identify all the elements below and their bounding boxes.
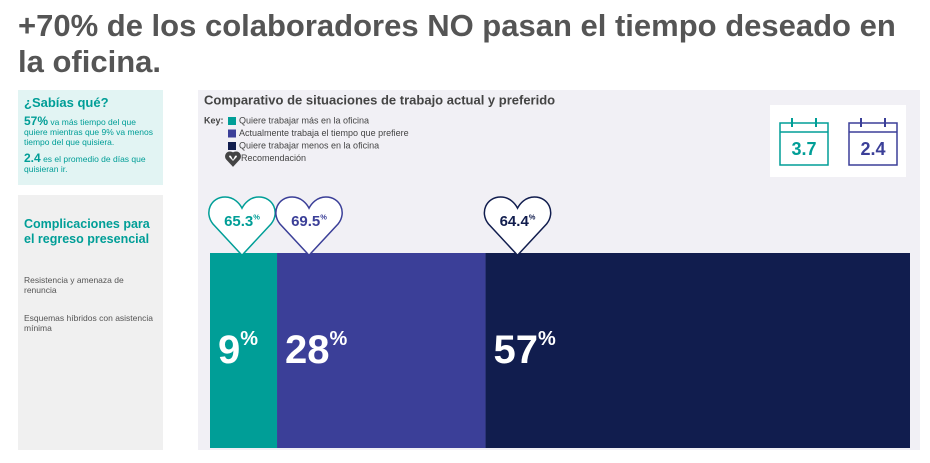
value-label: 64.4% [500,212,536,229]
legend-swatch [228,142,236,150]
key-label: Key: [204,115,224,125]
facts-title: ¿Sabías qué? [24,95,109,110]
recommendation-heart [275,196,343,257]
legend-swatch [228,129,236,138]
legend-label: Quiere trabajar menos en la oficina [239,140,379,150]
bar-segment [277,253,486,448]
value-label: 28% [285,328,348,372]
recommendation-heart [208,196,276,257]
value-label: 9% [218,328,258,372]
page-title: +70% de los colaboradores NO pasan el ti… [18,8,896,79]
calendar-value: 2.4 [860,139,885,159]
value-label: 69.5% [291,212,327,229]
legend-heart [225,151,241,167]
facts-panel: ¿Sabías qué? 57% va más tiempo del que q… [18,90,163,185]
legend-swatch [228,117,236,125]
legend-label: Recomendación [241,153,306,163]
complications-panel: Complicaciones para el regreso presencia… [18,195,163,450]
fact-text: va más tiempo del que quiere mientras qu… [24,117,153,147]
legend-label: Quiere trabajar más en la oficina [239,115,369,125]
bar-segment [210,253,278,448]
calendar-icon [848,122,898,166]
calendar-icon [779,122,829,166]
complication: Esquemas híbridos con asistencia mínima [24,313,153,333]
fact: 2.4 es el promedio de días que quisieran… [24,151,157,174]
value-label: 57% [494,328,557,372]
bar-segment [485,253,910,448]
complications-title: Complicaciones para el regreso presencia… [24,217,150,246]
fact: 57% va más tiempo del que quiere mientra… [24,114,157,147]
fact-highlight: 2.4 [24,151,41,165]
recommendation-heart [483,196,552,257]
value-label: 65.3% [224,212,260,229]
legend-label: Actualmente trabaja el tiempo que prefie… [239,128,409,138]
complication: Resistencia y amenaza de renuncia [24,275,124,295]
calendar-value: 3.7 [791,139,816,159]
calendar-box [770,105,906,177]
fact-highlight: 57% [24,114,49,128]
fact-text: es el promedio de días que quisieran ir. [24,154,146,174]
chart-title: Comparativo de situaciones de trabajo ac… [204,92,555,107]
